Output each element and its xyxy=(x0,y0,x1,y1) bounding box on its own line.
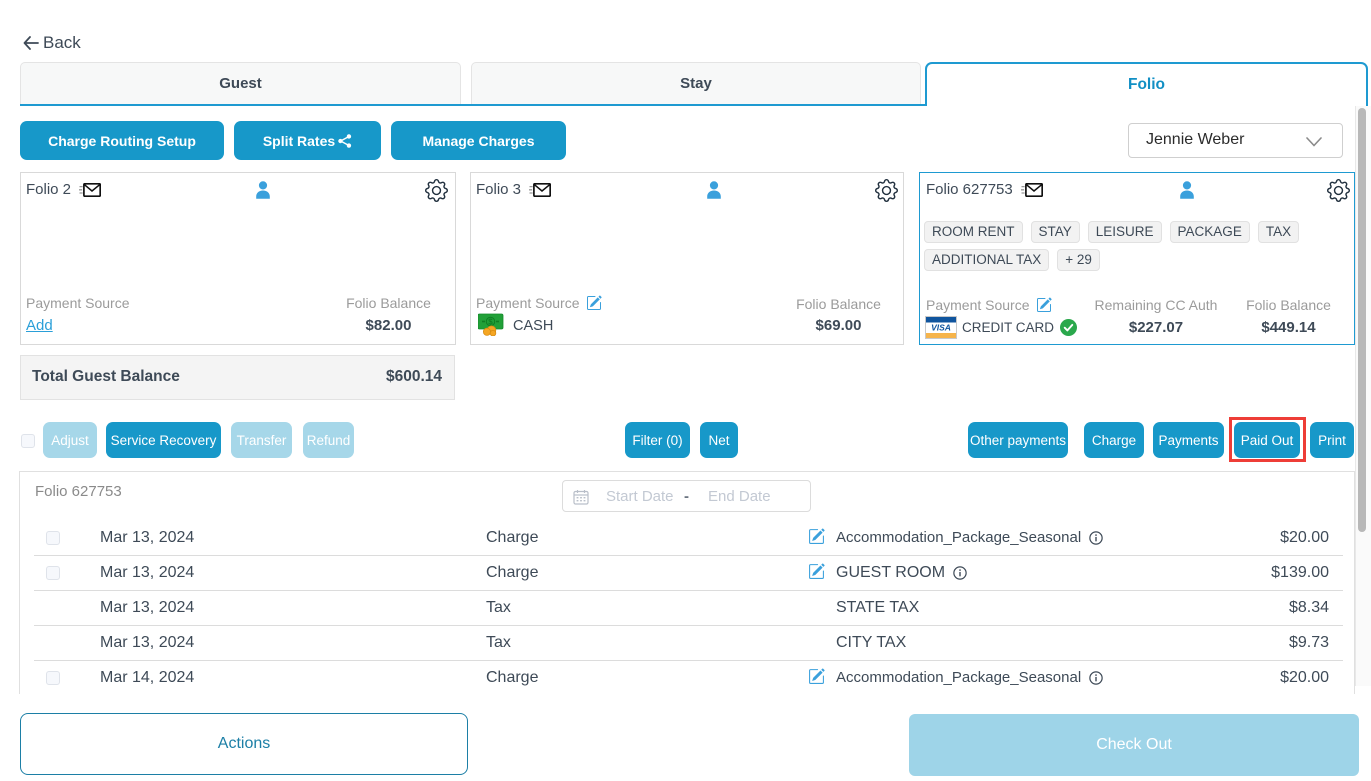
svg-text:VISA: VISA xyxy=(931,323,951,333)
svg-text:$: $ xyxy=(488,318,493,327)
